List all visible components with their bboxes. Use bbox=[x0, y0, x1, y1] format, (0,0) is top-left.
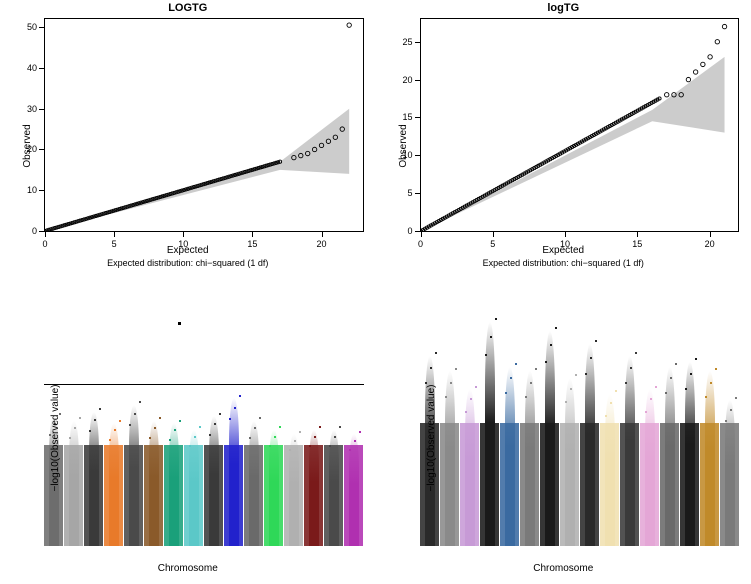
manhattan-plot-area bbox=[44, 322, 364, 546]
x-axis-sublabel: Expected distribution: chi−squared (1 df… bbox=[0, 258, 376, 268]
y-axis-label: −log10(Observed value) bbox=[426, 384, 437, 491]
x-axis-label: Chromosome bbox=[0, 563, 376, 574]
chromosome-peak bbox=[209, 416, 219, 546]
chromosome-peak bbox=[189, 430, 199, 546]
outlier-point bbox=[664, 93, 668, 97]
chart-title: logTG bbox=[376, 2, 751, 14]
outlier-point bbox=[178, 322, 181, 325]
y-tick-label: 10 bbox=[27, 185, 37, 195]
chromosome-peak bbox=[169, 423, 179, 546]
manhattan-plot-right: −log10(Observed value) Chromosome bbox=[376, 292, 751, 584]
chromosome-peak bbox=[329, 430, 339, 546]
y-axis-label: Observed bbox=[398, 124, 409, 167]
y-tick-label: 30 bbox=[27, 104, 37, 114]
qq-plot-right: logTG 051015202505101520 Observed Expected E… bbox=[376, 0, 751, 292]
x-axis-label: Expected bbox=[376, 245, 751, 256]
chromosome-peak bbox=[89, 412, 99, 546]
chart-title: LOGTG bbox=[0, 2, 376, 14]
chromosome-peak bbox=[685, 362, 695, 546]
chromosome-peak bbox=[665, 367, 675, 546]
y-tick-label: 15 bbox=[402, 112, 412, 122]
x-axis-label: Chromosome bbox=[376, 563, 751, 574]
manhattan-plot-left: −log10(Observed value) Chromosome bbox=[0, 292, 376, 584]
qq-plot-area: 0102030405005101520 bbox=[44, 18, 364, 232]
chromosome-peak bbox=[269, 430, 279, 546]
y-tick-label: 5 bbox=[407, 188, 412, 198]
outlier-point bbox=[715, 40, 719, 44]
y-tick-label: 50 bbox=[27, 22, 37, 32]
significance-line bbox=[44, 384, 364, 385]
y-tick-label: 0 bbox=[407, 226, 412, 236]
outlier-point bbox=[707, 55, 711, 59]
chromosome-peak bbox=[605, 394, 615, 546]
chromosome-peak bbox=[309, 430, 319, 546]
outlier-point bbox=[347, 23, 351, 27]
confidence-region bbox=[421, 57, 725, 231]
qq-plot-left: LOGTG 0102030405005101520 Observed Expected… bbox=[0, 0, 376, 292]
confidence-region bbox=[45, 109, 349, 231]
outlier-point bbox=[722, 24, 726, 28]
x-axis-sublabel: Expected distribution: chi−squared (1 df… bbox=[376, 258, 751, 268]
y-tick-label: 0 bbox=[32, 226, 37, 236]
qq-plot-area: 051015202505101520 bbox=[420, 18, 740, 232]
y-axis-label: −log10(Observed value) bbox=[50, 384, 61, 491]
x-axis-label: Expected bbox=[0, 245, 376, 256]
y-axis-label: Observed bbox=[22, 124, 33, 167]
chromosome-peak bbox=[545, 331, 555, 546]
chromosome-peak bbox=[585, 344, 595, 546]
y-tick-label: 25 bbox=[402, 37, 412, 47]
chart-grid: LOGTG 0102030405005101520 Observed Expected… bbox=[0, 0, 751, 584]
y-tick-label: 40 bbox=[27, 63, 37, 73]
outlier-point bbox=[686, 77, 690, 81]
outlier-point bbox=[700, 62, 704, 66]
chromosome-peak bbox=[109, 423, 119, 546]
manhattan-plot-area bbox=[420, 322, 740, 546]
outlier-point bbox=[693, 70, 697, 74]
chromosome-peak bbox=[229, 398, 239, 546]
y-tick-label: 20 bbox=[402, 75, 412, 85]
chromosome-peak bbox=[505, 367, 515, 546]
